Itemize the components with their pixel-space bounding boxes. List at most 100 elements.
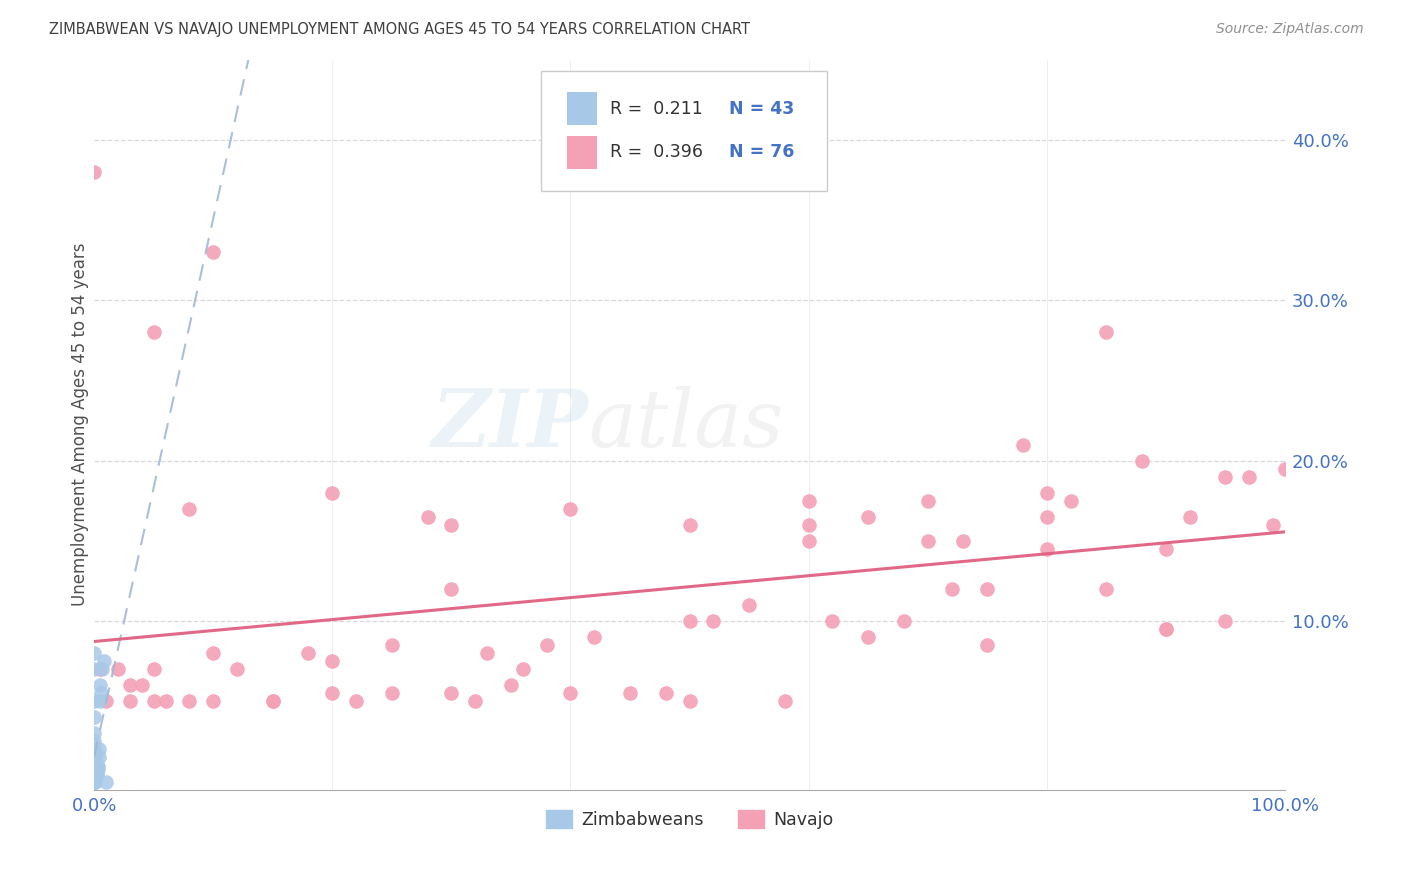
Point bbox=[86, 762, 108, 776]
Point bbox=[142, 662, 165, 676]
Point bbox=[83, 750, 105, 764]
Text: R =  0.211: R = 0.211 bbox=[610, 100, 703, 118]
Point bbox=[917, 493, 939, 508]
Point bbox=[202, 646, 225, 660]
Point bbox=[83, 758, 105, 772]
Point bbox=[83, 646, 105, 660]
Point bbox=[1154, 541, 1177, 556]
Point bbox=[381, 686, 404, 700]
Text: ZIP: ZIP bbox=[432, 386, 588, 463]
Point bbox=[107, 662, 129, 676]
Point bbox=[86, 766, 108, 780]
Point bbox=[83, 774, 105, 789]
Point bbox=[262, 694, 284, 708]
Point bbox=[619, 686, 641, 700]
Point bbox=[86, 766, 108, 780]
Point bbox=[118, 678, 141, 692]
Point bbox=[678, 614, 700, 628]
Point bbox=[83, 766, 105, 780]
Point bbox=[1012, 437, 1035, 451]
Point bbox=[83, 774, 105, 789]
Point bbox=[84, 758, 107, 772]
Point bbox=[560, 686, 582, 700]
Point bbox=[131, 678, 153, 692]
Point bbox=[440, 582, 463, 596]
Point bbox=[1154, 622, 1177, 636]
Point bbox=[1036, 541, 1059, 556]
Point bbox=[560, 501, 582, 516]
Point bbox=[87, 750, 110, 764]
Point bbox=[1215, 469, 1237, 483]
Point bbox=[1274, 461, 1296, 475]
Point bbox=[83, 756, 105, 770]
Text: N = 43: N = 43 bbox=[728, 100, 794, 118]
Point bbox=[83, 746, 105, 760]
Point bbox=[678, 517, 700, 532]
Point bbox=[321, 654, 343, 668]
Point bbox=[83, 764, 105, 778]
Point bbox=[856, 630, 879, 644]
Point bbox=[1095, 326, 1118, 340]
Point bbox=[1130, 453, 1153, 467]
Point bbox=[83, 662, 105, 676]
Point bbox=[89, 678, 111, 692]
Point bbox=[536, 638, 558, 652]
Point bbox=[84, 774, 107, 789]
Point bbox=[83, 734, 105, 748]
FancyBboxPatch shape bbox=[541, 70, 827, 191]
Point bbox=[179, 694, 201, 708]
Point bbox=[87, 742, 110, 756]
Point bbox=[83, 165, 105, 179]
Point bbox=[91, 662, 114, 676]
Point bbox=[83, 758, 105, 772]
Point bbox=[89, 694, 111, 708]
Point bbox=[202, 245, 225, 260]
Text: Source: ZipAtlas.com: Source: ZipAtlas.com bbox=[1216, 22, 1364, 37]
Point bbox=[416, 509, 439, 524]
Point bbox=[381, 638, 404, 652]
Point bbox=[83, 726, 105, 740]
Text: N = 76: N = 76 bbox=[728, 144, 794, 161]
Point bbox=[797, 493, 820, 508]
Point bbox=[94, 694, 117, 708]
Point bbox=[1178, 509, 1201, 524]
Point bbox=[976, 638, 998, 652]
Point bbox=[702, 614, 724, 628]
Text: atlas: atlas bbox=[588, 386, 783, 463]
Point bbox=[94, 774, 117, 789]
Point bbox=[84, 750, 107, 764]
Point bbox=[226, 662, 249, 676]
Point bbox=[917, 533, 939, 548]
Point bbox=[84, 766, 107, 780]
Point bbox=[856, 509, 879, 524]
Point bbox=[89, 662, 111, 676]
Point bbox=[83, 774, 105, 789]
Point bbox=[440, 686, 463, 700]
Point bbox=[83, 754, 105, 768]
Point bbox=[1215, 614, 1237, 628]
Point bbox=[83, 710, 105, 724]
Point bbox=[1095, 582, 1118, 596]
Point bbox=[952, 533, 974, 548]
Text: ZIMBABWEAN VS NAVAJO UNEMPLOYMENT AMONG AGES 45 TO 54 YEARS CORRELATION CHART: ZIMBABWEAN VS NAVAJO UNEMPLOYMENT AMONG … bbox=[49, 22, 751, 37]
Point bbox=[1154, 622, 1177, 636]
Point bbox=[179, 501, 201, 516]
Point bbox=[344, 694, 367, 708]
Point bbox=[583, 630, 606, 644]
Point bbox=[1261, 517, 1284, 532]
Point bbox=[773, 694, 796, 708]
Bar bbox=[567, 136, 596, 169]
Point bbox=[976, 582, 998, 596]
Point bbox=[93, 654, 115, 668]
Point bbox=[118, 694, 141, 708]
Point bbox=[297, 646, 319, 660]
Point bbox=[90, 686, 112, 700]
Point bbox=[321, 686, 343, 700]
Point bbox=[86, 758, 108, 772]
Y-axis label: Unemployment Among Ages 45 to 54 years: Unemployment Among Ages 45 to 54 years bbox=[72, 243, 89, 607]
Point bbox=[86, 758, 108, 772]
Point bbox=[83, 766, 105, 780]
Point bbox=[941, 582, 963, 596]
Point bbox=[512, 662, 534, 676]
Point bbox=[678, 694, 700, 708]
